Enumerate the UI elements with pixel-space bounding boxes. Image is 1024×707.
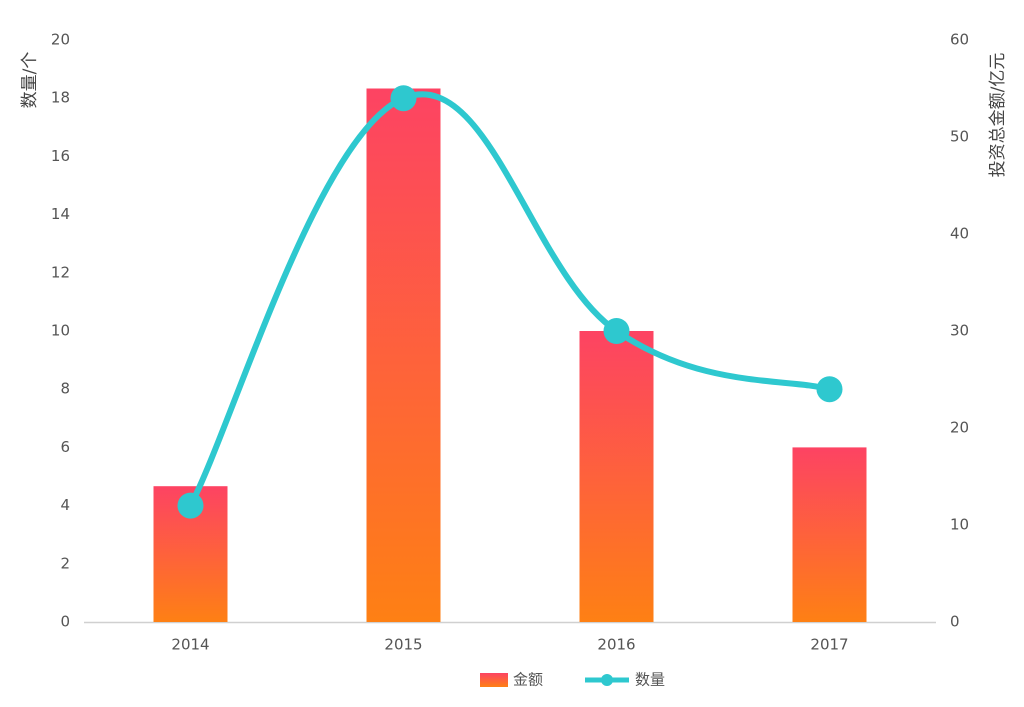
legend-swatch <box>480 673 508 687</box>
x-tick-label: 2017 <box>810 636 848 654</box>
y-tick-label: 12 <box>51 263 70 281</box>
legend-swatch <box>601 674 613 686</box>
y-tick-label: 8 <box>60 380 70 398</box>
y-tick-label: 14 <box>51 205 70 223</box>
y-tick-label: 2 <box>60 554 70 572</box>
line <box>187 91 831 507</box>
y-tick-label: 18 <box>51 89 70 107</box>
bar <box>579 331 654 622</box>
line-point <box>177 492 204 519</box>
y2-tick-label: 60 <box>950 31 969 49</box>
x-tick-label: 2016 <box>597 636 635 654</box>
y-tick-label: 6 <box>60 438 70 456</box>
line-point <box>390 85 417 112</box>
y2-tick-label: 0 <box>950 613 960 631</box>
legend-label: 金额 <box>513 671 543 689</box>
bar <box>366 88 441 622</box>
legend-label: 数量 <box>635 671 665 689</box>
x-tick-label: 2015 <box>384 636 422 654</box>
y-tick-label: 4 <box>60 496 70 514</box>
y2-tick-label: 50 <box>950 128 969 146</box>
y2-tick-label: 20 <box>950 419 969 437</box>
y-tick-label: 16 <box>51 147 70 165</box>
y-tick-label: 0 <box>60 613 70 631</box>
y-tick-label: 20 <box>51 31 70 49</box>
line-point <box>603 318 630 344</box>
y-tick-label: 10 <box>51 322 70 340</box>
y2-tick-label: 10 <box>950 516 969 534</box>
bar <box>792 447 867 622</box>
y2-tick-label: 30 <box>950 322 969 340</box>
y2-axis-title: 投资总金额/亿元 <box>988 53 1008 178</box>
y-axis-title: 数量/个 <box>20 52 40 109</box>
y2-tick-label: 40 <box>950 225 969 243</box>
x-tick-label: 2014 <box>171 636 209 654</box>
line-point <box>816 376 843 403</box>
